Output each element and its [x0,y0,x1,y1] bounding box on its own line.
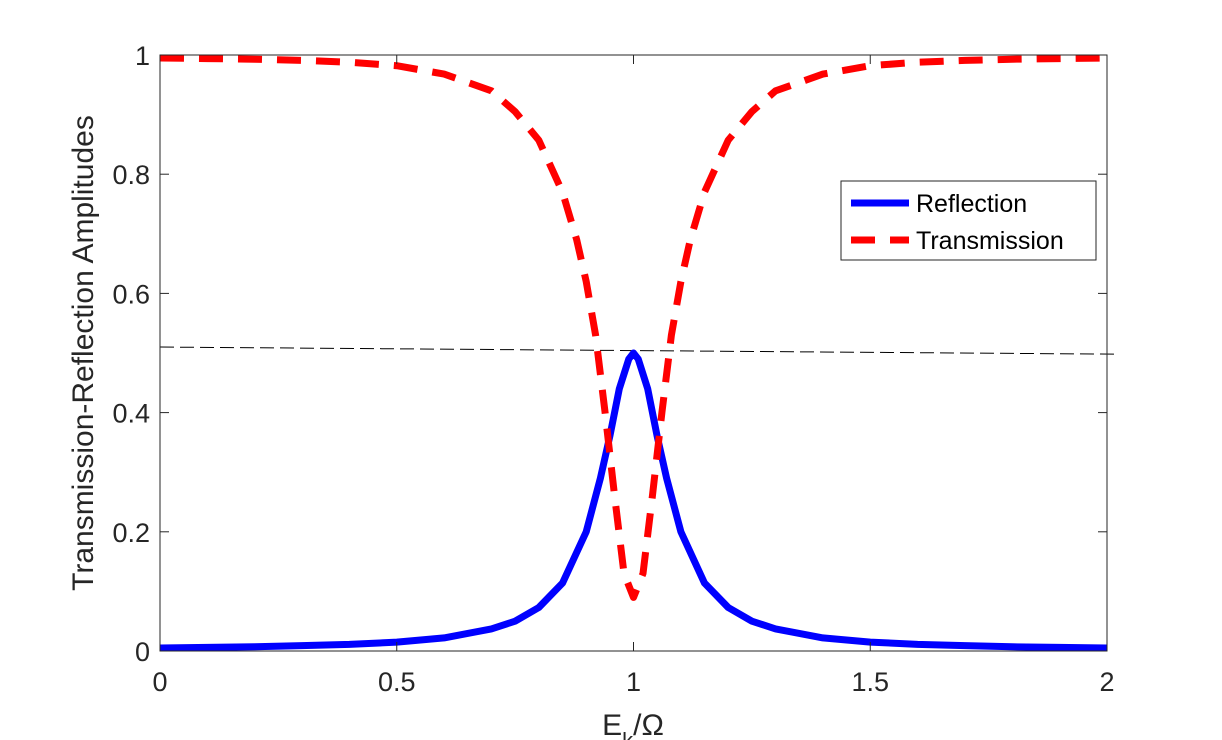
x-tick-label: 0.5 [378,667,416,697]
y-tick-label: 0.8 [112,160,150,190]
x-axis-label: Ek/Ω [602,709,664,740]
series-line-reflection [159,349,1108,652]
legend-box [840,180,1097,261]
legend-label-transmission: Transmission [916,227,1064,255]
y-tick-label: 0.6 [112,279,150,309]
y-tick-label: 0.4 [112,399,150,429]
y-tick-label: 0.2 [112,518,150,548]
x-tick-label: 1.5 [851,667,889,697]
legend-label-reflection: Reflection [916,190,1027,218]
y-axis-label: Transmission-Reflection Amplitudes [67,115,100,591]
series-line-transmission [159,54,1108,601]
legend: Reflection Transmission [840,180,1097,261]
x-tick-label: 0 [152,667,167,697]
x-tick-label: 1 [626,667,641,697]
x-tick-label: 2 [1099,667,1114,697]
y-tick-label: 0 [135,637,150,667]
y-tick-label: 1 [135,41,150,71]
